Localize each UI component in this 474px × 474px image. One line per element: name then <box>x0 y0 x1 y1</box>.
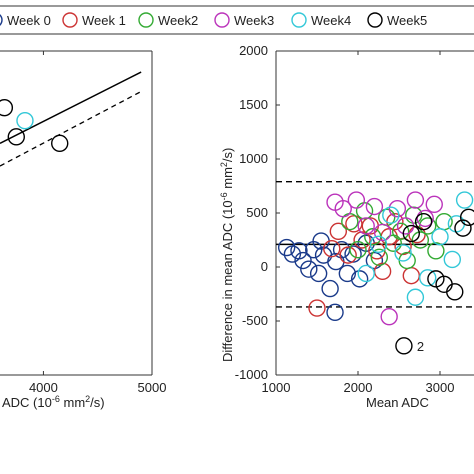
right-point <box>357 217 375 235</box>
legend-marker <box>367 12 383 28</box>
right-point <box>321 279 339 298</box>
right-point <box>402 266 420 285</box>
right-point <box>382 206 400 224</box>
right-ytick-label: 1500 <box>239 97 268 112</box>
legend-marker <box>291 12 307 28</box>
right-point <box>290 242 308 260</box>
right-point <box>373 262 392 281</box>
legend-marker <box>62 12 78 28</box>
right-point <box>300 260 318 278</box>
right-point <box>454 219 472 237</box>
right-xlabel: Mean ADC <box>366 395 429 410</box>
right-point <box>416 209 434 228</box>
right-point <box>353 231 371 249</box>
left-xtick-label: 5000 <box>138 380 167 395</box>
right-point <box>380 307 398 326</box>
right-point <box>357 264 375 283</box>
right-point <box>425 195 443 214</box>
right-point <box>326 303 344 322</box>
legend-label: Week5 <box>387 13 427 28</box>
legend-marker <box>0 14 3 26</box>
right-point <box>365 197 384 216</box>
right-ytick-label: 1000 <box>239 151 268 166</box>
right-point <box>323 239 341 258</box>
right-point <box>277 238 296 257</box>
legend-marker <box>214 12 230 28</box>
left-xlabel: ADC (10-6 mm2/s) <box>2 394 105 410</box>
right-ytick-label: 0 <box>261 259 268 274</box>
right-point <box>350 270 369 288</box>
legend-label: Week 0 <box>7 13 51 28</box>
right-point <box>338 264 357 283</box>
legend-label: Week4 <box>311 13 351 28</box>
right-point <box>411 231 430 249</box>
right-point <box>329 222 348 241</box>
legend-label: Week3 <box>234 13 274 28</box>
left-point <box>0 99 14 117</box>
right-point <box>373 223 392 242</box>
right-point <box>455 191 474 209</box>
right-point <box>427 242 445 260</box>
right-point <box>355 202 374 220</box>
left-xtick-label: 4000 <box>29 380 58 395</box>
right-xtick-label: 1000 <box>262 380 291 395</box>
right-point <box>419 269 437 287</box>
right-point <box>370 248 389 266</box>
right-ytick-label: 2000 <box>239 43 268 58</box>
right-point <box>406 191 425 209</box>
right-annotation: 2 <box>417 339 424 354</box>
right-point <box>349 241 367 259</box>
right-point <box>402 224 420 243</box>
left-panel: 4000 5000 ADC (10-6 mm2/s) <box>0 50 167 410</box>
right-point <box>361 217 379 235</box>
right-point <box>460 208 474 227</box>
legend-box <box>0 5 474 35</box>
right-point <box>347 191 366 209</box>
right-point <box>414 212 433 231</box>
right-ytick-label: -1000 <box>235 367 268 382</box>
right-xtick-label: 3000 <box>426 380 455 395</box>
left-fit-line <box>0 71 142 145</box>
left-point <box>7 128 25 146</box>
right-point <box>395 337 413 355</box>
right-point <box>431 228 449 246</box>
legend-label: Week 1 <box>82 13 126 28</box>
right-point <box>443 250 461 269</box>
right-point <box>446 283 464 301</box>
right-xtick-label: 2000 <box>344 380 373 395</box>
right-ylabel: Difference in mean ADC (10-6 mm2/s) <box>219 148 235 362</box>
right-ytick-label: 500 <box>246 205 268 220</box>
right-point <box>369 235 388 254</box>
right-point <box>406 288 425 306</box>
right-point <box>309 264 328 283</box>
left-point <box>51 134 69 153</box>
right-point <box>339 246 357 264</box>
right-point <box>388 199 407 218</box>
right-point <box>391 222 410 241</box>
right-ytick-label: -500 <box>242 313 268 328</box>
left-point <box>16 111 34 130</box>
right-point <box>308 299 326 317</box>
right-point <box>334 199 352 218</box>
right-point <box>419 217 437 235</box>
legend-marker <box>138 12 154 28</box>
right-point <box>394 244 412 262</box>
legend-label: Week2 <box>158 13 198 28</box>
right-point <box>294 251 312 270</box>
left-limit-line <box>0 90 142 167</box>
legend: Week 0 Week 1 Week2 Week3 Week4 Week5 <box>0 5 474 35</box>
